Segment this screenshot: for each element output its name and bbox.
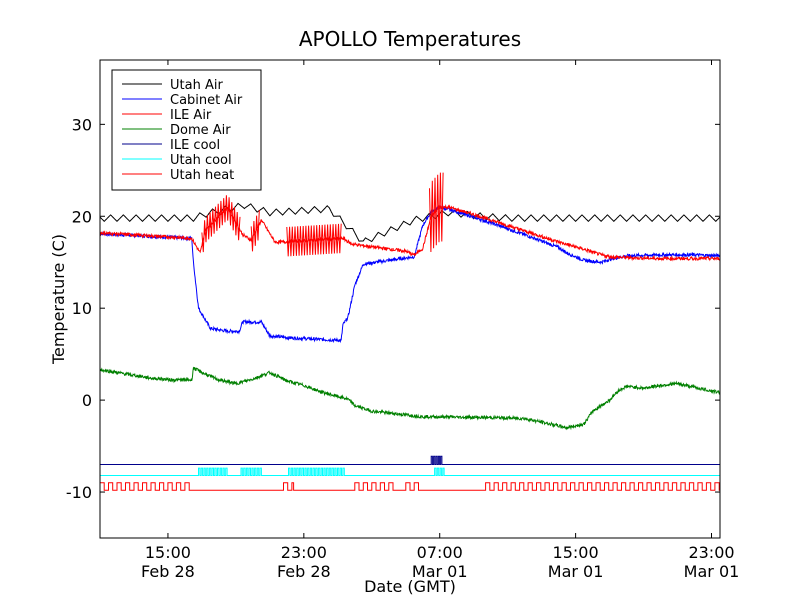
x-tick-label: 23:00 bbox=[688, 543, 734, 562]
series-line-cabinet-air bbox=[100, 204, 720, 344]
x-tick-label: 15:00 bbox=[553, 543, 599, 562]
y-tick-label: 10 bbox=[72, 299, 92, 318]
x-tick-label: 15:00 bbox=[145, 543, 191, 562]
legend-label-utah-air: Utah Air bbox=[170, 78, 223, 93]
ile-air-oscillation-1 bbox=[250, 210, 260, 252]
ile-air-oscillation-3 bbox=[429, 172, 444, 253]
y-tick-label: -10 bbox=[66, 483, 92, 502]
legend-label-dome-air: Dome Air bbox=[170, 123, 231, 138]
ile-air-oscillation-0 bbox=[201, 195, 241, 253]
x-tick-label: 23:00 bbox=[281, 543, 327, 562]
ile-air-oscillation-2 bbox=[286, 223, 342, 257]
series-line-utah-heat bbox=[100, 482, 720, 491]
series-line-utah-cool bbox=[100, 467, 720, 476]
plot-frame bbox=[99, 59, 721, 539]
legend-label-ile-cool: ILE cool bbox=[170, 138, 220, 153]
x-tick-sublabel: Mar 01 bbox=[548, 562, 604, 581]
y-tick-label: 0 bbox=[82, 391, 92, 410]
series-line-ile-cool bbox=[100, 455, 720, 465]
y-tick-label: 20 bbox=[72, 207, 92, 226]
y-axis-label: Temperature (C) bbox=[49, 234, 68, 365]
chart-title: APOLLO Temperatures bbox=[299, 27, 521, 51]
series-line-dome-air bbox=[100, 366, 720, 431]
legend-label-utah-heat: Utah heat bbox=[170, 168, 234, 183]
x-tick-sublabel: Feb 28 bbox=[277, 562, 331, 581]
series-layer bbox=[100, 172, 720, 491]
series-line-ile-air bbox=[100, 204, 720, 262]
y-tick-label: 30 bbox=[72, 115, 92, 134]
legend-box bbox=[111, 69, 262, 191]
legend-label-cabinet-air: Cabinet Air bbox=[170, 93, 243, 108]
x-tick-sublabel: Mar 01 bbox=[412, 562, 468, 581]
x-tick-sublabel: Feb 28 bbox=[141, 562, 195, 581]
x-axis-label: Date (GMT) bbox=[364, 577, 456, 596]
series-line-utah-air bbox=[100, 202, 720, 243]
legend-label-utah-cool: Utah cool bbox=[170, 153, 232, 168]
legend-label-ile-air: ILE Air bbox=[170, 108, 212, 123]
x-tick-sublabel: Mar 01 bbox=[684, 562, 740, 581]
x-tick-label: 07:00 bbox=[417, 543, 463, 562]
